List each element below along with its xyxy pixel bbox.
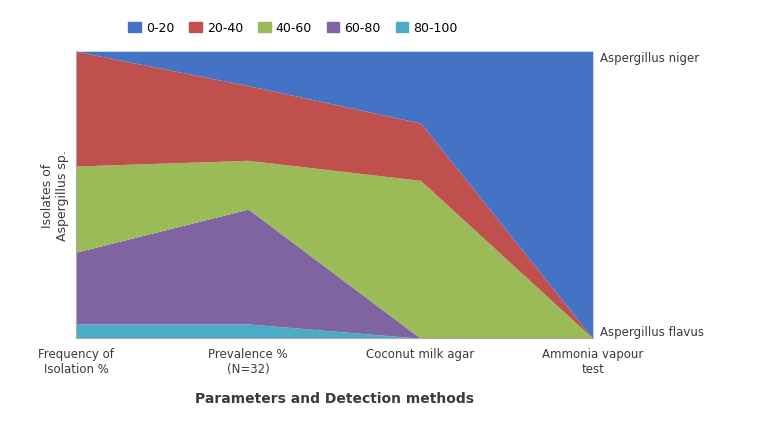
Text: Aspergillus flavus: Aspergillus flavus bbox=[600, 326, 704, 339]
Text: Aspergillus niger: Aspergillus niger bbox=[600, 52, 699, 65]
X-axis label: Parameters and Detection methods: Parameters and Detection methods bbox=[195, 391, 474, 405]
Y-axis label: Isolates of
Aspergillus sp.: Isolates of Aspergillus sp. bbox=[41, 150, 69, 240]
Legend: 0-20, 20-40, 40-60, 60-80, 80-100: 0-20, 20-40, 40-60, 60-80, 80-100 bbox=[123, 17, 463, 40]
